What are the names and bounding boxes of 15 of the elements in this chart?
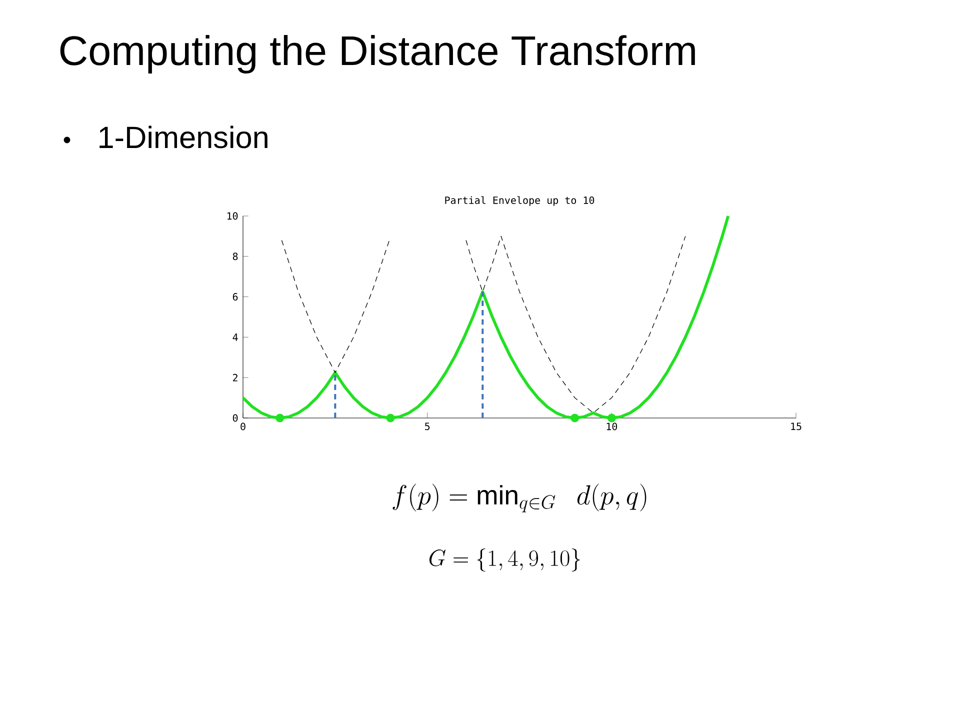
y-tick-label: 8 [232,252,238,260]
chart-title: Computing the Distance Transform [60,35,695,74]
y-tick-label: 10 [227,212,238,220]
y-tick-label: 4 [232,334,238,341]
text: 1-Dimension [100,126,268,148]
x-tick-label: 5 [425,422,430,430]
x-tick-label: 15 [791,422,802,430]
y-tick-label: 2 [233,374,238,382]
text: $f(p) = \min_{q \in G} \;\; d(p, q)$ [392,484,646,512]
y-tick-label: 6 [232,293,238,301]
text: $G = \{1, 4, 9, 10\}$ [429,548,580,572]
chart-subtitle: Partial Envelope up to 10 [445,196,594,206]
y-tick-label: 0 [232,414,238,422]
x-tick-label: 0 [240,422,246,430]
x-tick-label: 10 [606,422,618,430]
